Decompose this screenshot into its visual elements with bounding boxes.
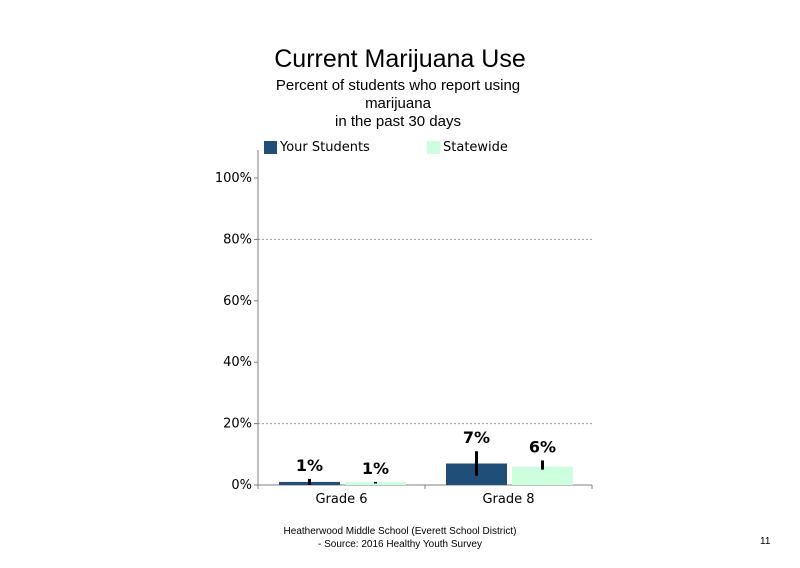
data-label: 7% [463, 428, 490, 447]
subtitle-line: Percent of students who report using [275, 77, 521, 94]
page-number: 11 [760, 536, 771, 547]
x-tick-label: Grade 8 [482, 492, 534, 507]
x-tick-label: Grade 6 [315, 492, 367, 507]
legend-swatch-your-students [264, 141, 277, 154]
chart-legend: Your Students Statewide [0, 140, 800, 160]
legend-item-statewide: Statewide [427, 140, 508, 155]
y-tick-label: 0% [231, 478, 252, 493]
legend-label: Statewide [443, 140, 508, 155]
legend-item-your-students: Your Students [264, 140, 370, 155]
chart-title: Current Marijuana Use [274, 45, 526, 73]
data-label: 1% [296, 456, 323, 475]
chart-subtitle: Percent of students who report using mar… [248, 77, 548, 131]
y-tick-label: 40% [223, 355, 252, 370]
footer-line: Heatherwood Middle School (Everett Schoo… [283, 526, 517, 537]
y-tick-label: 60% [223, 294, 252, 309]
legend-swatch-statewide [427, 141, 440, 154]
footer-line: - Source: 2016 Healthy Youth Survey [318, 539, 482, 550]
y-tick-label: 20% [223, 417, 252, 432]
legend-label: Your Students [280, 140, 370, 155]
data-label: 1% [362, 459, 389, 478]
data-label: 6% [529, 437, 556, 456]
y-tick-label: 80% [223, 232, 252, 247]
subtitle-line: marijuana [365, 95, 431, 112]
bar-statewide [512, 466, 573, 485]
footer-source: Heatherwood Middle School (Everett Schoo… [250, 525, 550, 551]
subtitle-line: in the past 30 days [335, 113, 461, 130]
y-tick-label: 100% [215, 171, 252, 186]
